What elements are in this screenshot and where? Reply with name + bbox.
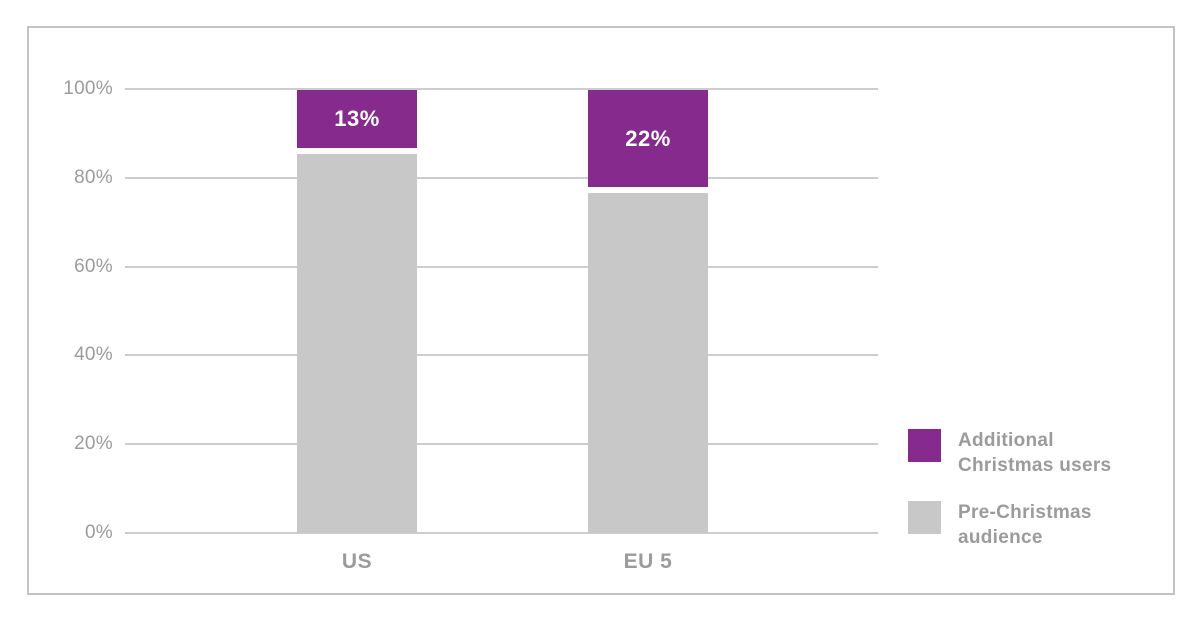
bar-eu5-segment-pre-christmas-audience [588,187,708,533]
ytick-100: 100% [63,78,113,99]
gridline-100 [125,88,878,90]
bar-eu5-segment-additional-christmas-users: 22% [588,90,708,188]
legend-swatch-pre-christmas-audience [908,501,941,534]
legend-entry-pre-christmas-audience: Pre-Christmas audience [908,501,1092,550]
ytick-60: 60% [74,255,113,277]
legend-label-additional-christmas-users: Additional Christmas users [958,430,1112,476]
bar-us: 13% [297,90,417,533]
gridline-40 [125,354,878,357]
ytick-20: 20% [74,433,113,455]
gridline-20 [125,443,878,446]
gridline-80 [125,176,878,179]
xtick-us: US [341,550,373,573]
legend-swatch-additional-christmas-users [908,429,941,462]
bar-us-segment-additional-christmas-users: 13% [297,90,417,148]
ytick-0: 0% [84,522,113,543]
legend-label-pre-christmas-audience: Pre-Christmas audience [958,502,1092,548]
gridline-60 [125,265,878,268]
ytick-80: 80% [74,166,113,188]
bar-us-segment-pre-christmas-audience [297,147,417,533]
plot-area: 100% 80% 60% 40% 20% 0% 13% 22% US EU 5 [63,78,878,573]
legend-entry-additional-christmas-users: Additional Christmas users [908,429,1111,478]
bar-eu5: 22% [588,90,708,533]
ytick-40: 40% [74,344,113,366]
xtick-eu5: EU 5 [623,550,673,573]
bar-us-value-label: 13% [334,105,380,131]
chart-frame: 100% 80% 60% 40% 20% 0% 13% 22% US EU 5 [27,26,1175,595]
bar-eu5-value-label: 22% [625,125,671,151]
gridline-0-baseline [125,532,878,534]
